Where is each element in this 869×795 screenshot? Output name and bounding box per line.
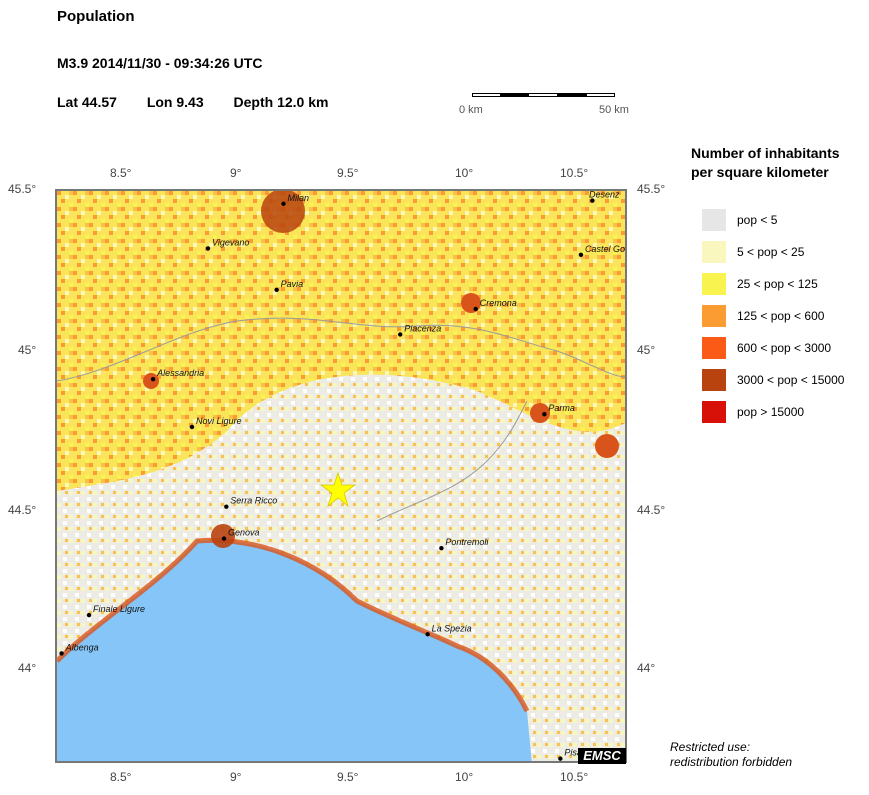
map-canvas: Milan Desenz Vigevano Castel Go Pavia Cremona…	[57, 191, 625, 761]
city-dot	[398, 332, 403, 337]
legend-swatch	[702, 369, 726, 391]
city-label: Pisa	[564, 748, 582, 758]
city-label: Vigevano	[212, 237, 249, 247]
latitude-text: Lat 44.57	[57, 94, 117, 110]
legend-item: pop < 5	[702, 209, 862, 231]
city-label: Castel Go	[585, 244, 625, 254]
legend-label: 600 < pop < 3000	[737, 341, 832, 355]
legend-title-line2: per square kilometer	[691, 164, 829, 180]
legend-item: 5 < pop < 25	[702, 241, 862, 263]
city-label: Milan	[288, 193, 310, 203]
y-tick-label: 45°	[18, 343, 37, 357]
legend-item: 125 < pop < 600	[702, 305, 862, 327]
city-dot	[439, 545, 444, 551]
x-tick-label: 8.5°	[110, 166, 132, 180]
legend-swatch	[702, 401, 726, 423]
legend-item: pop > 15000	[702, 401, 862, 423]
event-coordinates: Lat 44.57 Lon 9.43 Depth 12.0 km	[57, 94, 354, 110]
city-label: Finale Ligure	[93, 604, 145, 614]
city-label: Novi Ligure	[196, 416, 242, 426]
x-tick-label: 8.5°	[110, 770, 132, 784]
city-dot	[590, 198, 595, 203]
city-dot	[578, 252, 584, 257]
depth-text: Depth 12.0 km	[233, 94, 329, 110]
scale-bar	[472, 93, 615, 98]
legend-label: pop < 5	[737, 213, 778, 227]
city-dot	[224, 504, 229, 509]
legend-item: 3000 < pop < 15000	[702, 369, 862, 391]
city-label: Alessandria	[156, 368, 204, 378]
legend-label: 25 < pop < 125	[737, 277, 818, 291]
sea-area	[57, 540, 532, 761]
restricted-line2: redistribution forbidden	[670, 755, 793, 769]
y-tick-label: 45.5°	[8, 182, 37, 196]
city-dot	[205, 246, 211, 251]
restricted-notice: Restricted use: redistribution forbidden	[670, 740, 792, 770]
city-dot	[189, 424, 195, 430]
y-tick-label: 44°	[637, 661, 656, 675]
city-label: Serra Ricco	[230, 496, 277, 506]
y-tick-label: 44.5°	[8, 503, 37, 517]
city-dot	[59, 651, 64, 656]
y-tick-label: 44°	[18, 661, 37, 675]
legend-swatch	[702, 209, 726, 231]
city-markers: Milan Desenz Vigevano Castel Go Pavia Cremona…	[59, 191, 625, 761]
city-label: Albenga	[65, 642, 99, 652]
city-dot	[86, 612, 92, 618]
x-tick-label: 9°	[230, 166, 242, 180]
legend-item: 25 < pop < 125	[702, 273, 862, 295]
city-label: Pavia	[281, 279, 304, 289]
city-dot	[473, 306, 478, 312]
map-title: Population	[57, 8, 135, 25]
legend-title-line1: Number of inhabitants	[691, 145, 840, 161]
population-map[interactable]: Milan Desenz Vigevano Castel Go Pavia Cremona…	[55, 189, 627, 763]
epicenter-star	[319, 471, 357, 508]
city-dot	[542, 412, 547, 417]
legend-label: 125 < pop < 600	[737, 309, 825, 323]
legend-item: 600 < pop < 3000	[702, 337, 862, 359]
city-label: La Spezia	[432, 623, 472, 633]
restricted-line1: Restricted use:	[670, 740, 751, 754]
x-tick-label: 10°	[455, 166, 474, 180]
x-tick-label: 10.5°	[560, 770, 589, 784]
city-dot	[425, 632, 430, 637]
x-tick-label: 9.5°	[337, 770, 359, 784]
legend-swatch	[702, 305, 726, 327]
legend-label: pop > 15000	[737, 405, 805, 419]
emsc-logo: EMSC	[578, 748, 626, 764]
x-tick-label: 10°	[455, 770, 474, 784]
city-dot	[558, 756, 563, 761]
y-tick-label: 45.5°	[637, 182, 666, 196]
x-tick-label: 9.5°	[337, 166, 359, 180]
event-info: M3.9 2014/11/30 - 09:34:26 UTC	[57, 55, 263, 71]
y-tick-label: 45°	[637, 343, 656, 357]
city-label: Desenz	[589, 191, 620, 200]
y-tick-label: 44.5°	[637, 503, 666, 517]
city-label: Parma	[548, 403, 575, 413]
city-dot	[281, 201, 286, 206]
city-dot	[274, 287, 279, 293]
longitude-text: Lon 9.43	[146, 94, 204, 110]
city-label: Piacenza	[404, 324, 441, 334]
scale-label-start: 0 km	[459, 104, 483, 116]
x-tick-label: 10.5°	[560, 166, 589, 180]
legend-swatch	[702, 337, 726, 359]
scale-label-end: 50 km	[599, 104, 629, 116]
city-dot	[150, 376, 156, 382]
city-label: Cremona	[480, 298, 517, 308]
legend-title: Number of inhabitants per square kilomet…	[691, 144, 840, 182]
city-dot	[221, 536, 227, 541]
legend-swatch	[702, 273, 726, 295]
legend-swatch	[702, 241, 726, 263]
legend-label: 5 < pop < 25	[737, 245, 805, 259]
city-label: Pontremoli	[445, 537, 489, 547]
city-label: Genova	[228, 528, 260, 538]
x-tick-label: 9°	[230, 770, 242, 784]
legend-label: 3000 < pop < 15000	[737, 373, 845, 387]
